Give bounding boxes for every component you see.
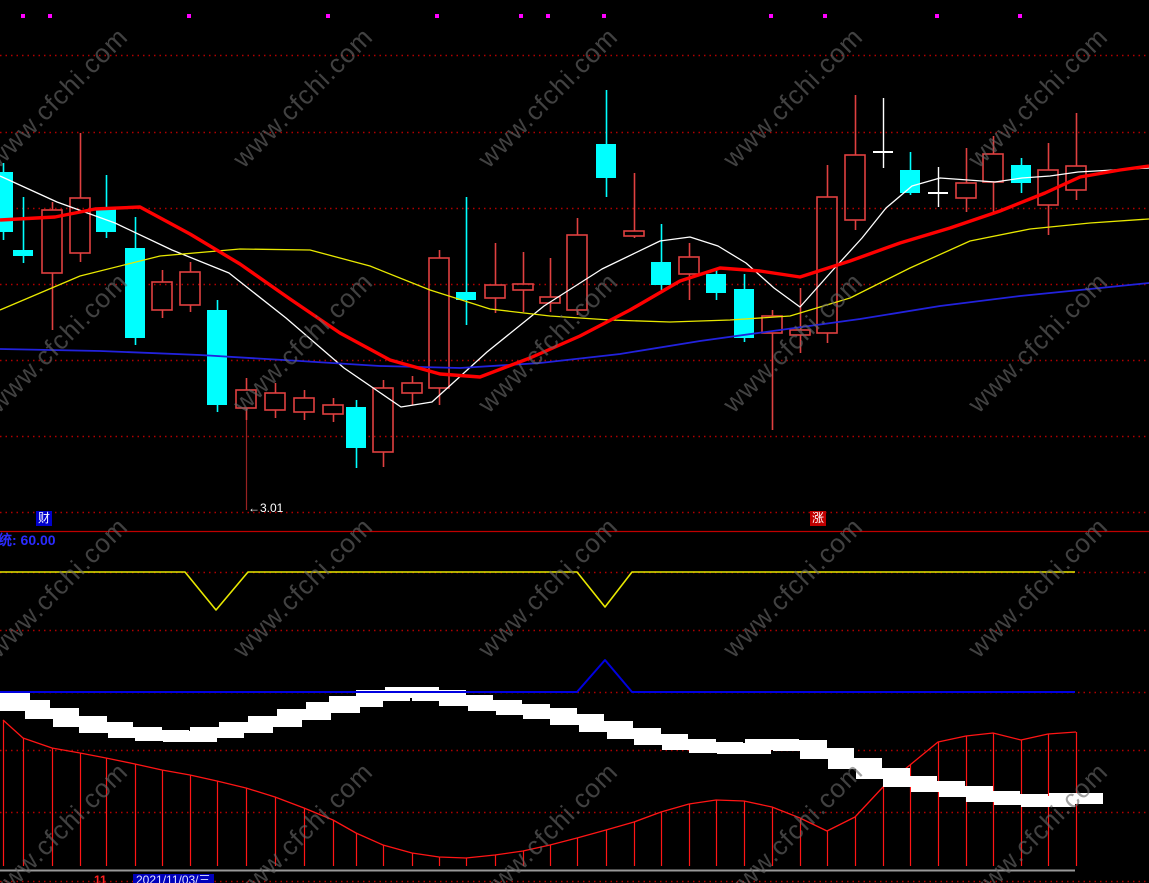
candle-up bbox=[484, 284, 506, 299]
cost-step-block bbox=[689, 742, 743, 753]
price-annotation: ←3.01 bbox=[248, 501, 284, 515]
cost-step-block bbox=[800, 748, 854, 759]
ma-lines-layer bbox=[0, 164, 1149, 408]
candle-up bbox=[293, 397, 315, 413]
candle-up bbox=[372, 387, 394, 453]
cost-step-block bbox=[1021, 796, 1075, 807]
signal-dot bbox=[435, 14, 439, 18]
cost-step-block bbox=[329, 696, 383, 707]
cost-step-block bbox=[439, 695, 493, 706]
cost-step-block bbox=[0, 700, 50, 711]
candle-up bbox=[761, 315, 783, 334]
cost-step-block bbox=[745, 739, 799, 750]
cost-step-block bbox=[219, 722, 273, 733]
candle-down bbox=[125, 248, 145, 338]
signal-dot bbox=[769, 14, 773, 18]
candle-up bbox=[623, 230, 645, 237]
candle-up bbox=[428, 257, 450, 389]
cost-step-block bbox=[883, 776, 937, 787]
candle-up bbox=[264, 392, 286, 411]
cost-step-block bbox=[634, 734, 688, 745]
candle-up bbox=[844, 154, 866, 221]
signal-dot bbox=[326, 14, 330, 18]
cost-step-block bbox=[717, 743, 771, 754]
candle-up bbox=[955, 182, 977, 199]
signal-dot bbox=[935, 14, 939, 18]
signal-dot bbox=[48, 14, 52, 18]
cost-step-block bbox=[607, 728, 661, 739]
cost-step-block bbox=[0, 692, 30, 703]
candle-down bbox=[13, 250, 33, 256]
candle-down bbox=[596, 144, 616, 178]
candle-down bbox=[346, 407, 366, 448]
grid-layer bbox=[0, 54, 1149, 883]
ma-blue-line bbox=[0, 282, 1149, 369]
cost-step-block bbox=[135, 730, 189, 741]
cost-step-block bbox=[966, 791, 1020, 802]
ma-red-line bbox=[0, 164, 1149, 379]
cost-step-block bbox=[773, 740, 827, 751]
indicator-blue-line bbox=[0, 659, 1075, 693]
cost-step-block bbox=[468, 700, 522, 711]
signal-dots-layer bbox=[21, 14, 1022, 18]
cost-step-block bbox=[911, 781, 965, 792]
candle-down bbox=[900, 170, 920, 193]
candle-up bbox=[235, 389, 257, 409]
candle-up bbox=[678, 256, 700, 275]
candle-up bbox=[512, 283, 534, 291]
indicator-yellow-line bbox=[0, 571, 1075, 611]
indicator-value-label: 统: 60.00 bbox=[0, 532, 56, 548]
cost-step-block bbox=[306, 702, 360, 713]
date-label: 2021/11/03/三 bbox=[133, 873, 214, 883]
candle-up bbox=[179, 271, 201, 306]
cost-step-block bbox=[356, 690, 410, 701]
signal-dot bbox=[1018, 14, 1022, 18]
cost-step-block bbox=[190, 727, 244, 738]
cost-step-block bbox=[25, 708, 79, 719]
signal-dot bbox=[519, 14, 523, 18]
candle-up bbox=[1065, 165, 1087, 191]
signal-dot bbox=[823, 14, 827, 18]
date-prefix: 11 bbox=[94, 873, 107, 883]
cost-step-block bbox=[828, 758, 882, 769]
candle-up bbox=[69, 197, 91, 254]
indicator-flag-zhang[interactable]: 涨 bbox=[810, 511, 827, 527]
indicator-flag-cai[interactable]: 财 bbox=[36, 511, 53, 527]
signal-dot bbox=[187, 14, 191, 18]
candle-down bbox=[207, 310, 227, 405]
candle-up bbox=[41, 209, 63, 274]
signal-dot bbox=[21, 14, 25, 18]
candle-up bbox=[982, 153, 1004, 183]
cost-step-block bbox=[277, 709, 331, 720]
candle-down bbox=[651, 262, 671, 285]
cost-step-block bbox=[248, 716, 302, 727]
indicator-layer bbox=[0, 571, 1103, 872]
candle-up bbox=[789, 329, 811, 336]
candle-down bbox=[706, 274, 726, 293]
signal-dot bbox=[602, 14, 606, 18]
cost-step-block bbox=[579, 721, 633, 732]
cost-step-block bbox=[79, 722, 133, 733]
candle-down bbox=[0, 172, 13, 232]
candle-down bbox=[734, 289, 754, 338]
candle-up bbox=[322, 404, 344, 415]
cost-step-block bbox=[523, 708, 577, 719]
signal-dot bbox=[546, 14, 550, 18]
ma-white-line bbox=[0, 167, 1149, 408]
cost-step-block bbox=[53, 716, 107, 727]
candle-down bbox=[456, 292, 476, 300]
candle-up bbox=[401, 382, 423, 394]
candle-up bbox=[566, 234, 588, 311]
candle-up bbox=[539, 296, 561, 304]
candles-layer bbox=[0, 90, 1087, 468]
cost-step-block bbox=[550, 714, 604, 725]
candle-up bbox=[151, 281, 173, 311]
candle-down bbox=[1011, 165, 1031, 183]
cost-step-block bbox=[856, 768, 910, 779]
cost-step-block bbox=[1049, 793, 1103, 804]
